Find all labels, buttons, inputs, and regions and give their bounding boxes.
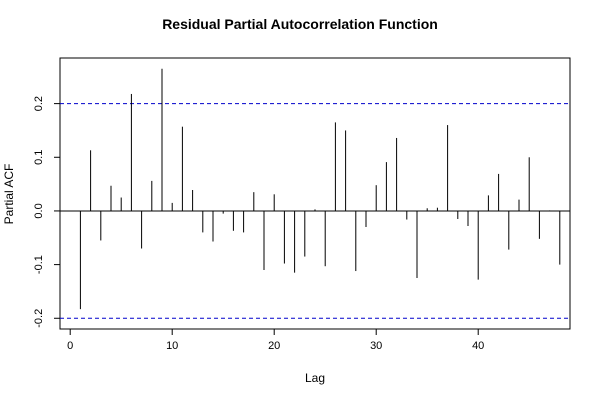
y-tick-label: -0.2: [33, 309, 45, 328]
x-tick-label: 10: [166, 340, 178, 352]
chart-title: Residual Partial Autocorrelation Functio…: [162, 16, 438, 32]
x-tick-label: 40: [472, 340, 484, 352]
x-axis-label: Lag: [305, 371, 325, 385]
y-axis: -0.2 -0.1 0.0 0.1 0.2: [33, 96, 60, 328]
x-tick-label: 0: [67, 340, 73, 352]
pacf-spikes: [79, 68, 561, 310]
y-tick-label: -0.1: [33, 255, 45, 274]
x-axis: 0 10 20 30 40: [67, 329, 484, 352]
confidence-bounds: [60, 103, 570, 319]
x-tick-label: 20: [268, 340, 280, 352]
y-tick-label: 0.1: [33, 150, 45, 165]
y-tick-label: 0.0: [33, 203, 45, 218]
y-tick-label: 0.2: [33, 96, 45, 111]
plot-frame: [59, 57, 571, 330]
x-tick-label: 30: [370, 340, 382, 352]
y-axis-label: Partial ACF: [2, 164, 16, 225]
